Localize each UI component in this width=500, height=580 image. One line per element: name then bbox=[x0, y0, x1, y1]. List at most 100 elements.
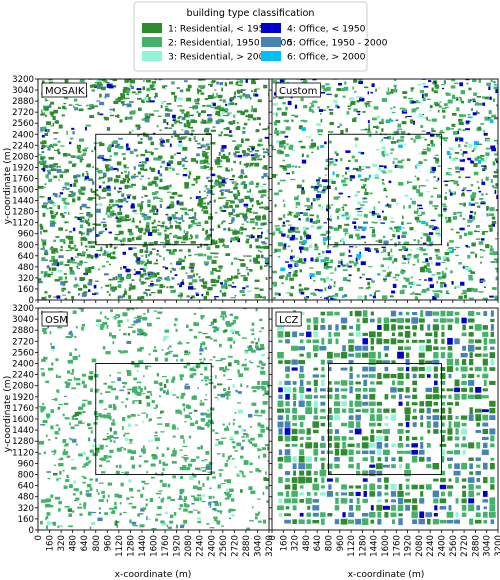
building bbox=[397, 351, 404, 359]
building bbox=[98, 231, 103, 234]
building bbox=[362, 221, 368, 224]
building bbox=[286, 292, 291, 294]
building bbox=[358, 80, 363, 85]
building bbox=[447, 457, 453, 461]
building bbox=[149, 166, 152, 170]
building bbox=[203, 210, 209, 214]
building bbox=[324, 141, 327, 145]
building bbox=[344, 81, 347, 85]
building bbox=[346, 263, 349, 268]
building bbox=[167, 483, 171, 488]
building bbox=[139, 220, 142, 224]
building bbox=[370, 381, 375, 385]
building bbox=[434, 248, 440, 252]
building bbox=[174, 134, 180, 138]
building bbox=[96, 79, 100, 82]
building bbox=[245, 138, 250, 142]
building bbox=[243, 460, 249, 464]
building bbox=[250, 180, 254, 183]
building bbox=[190, 458, 196, 462]
building bbox=[98, 195, 101, 200]
building bbox=[108, 455, 112, 458]
building bbox=[363, 484, 368, 490]
building bbox=[243, 308, 247, 310]
building bbox=[491, 147, 497, 152]
building bbox=[435, 251, 440, 253]
building bbox=[456, 98, 459, 101]
building bbox=[489, 295, 494, 298]
building bbox=[313, 400, 318, 407]
building bbox=[232, 114, 237, 116]
building bbox=[254, 338, 256, 340]
building bbox=[179, 226, 182, 231]
building bbox=[443, 137, 449, 140]
building bbox=[200, 202, 206, 205]
building bbox=[320, 311, 326, 316]
building bbox=[204, 127, 210, 131]
building bbox=[103, 250, 107, 253]
building bbox=[224, 427, 230, 431]
building bbox=[265, 277, 268, 280]
building bbox=[390, 318, 397, 323]
building bbox=[73, 175, 78, 179]
x-tick-label: 1280 bbox=[126, 535, 136, 557]
building bbox=[189, 114, 195, 117]
building bbox=[208, 169, 214, 171]
building bbox=[102, 218, 106, 220]
building bbox=[203, 84, 206, 89]
building bbox=[128, 479, 132, 483]
building bbox=[282, 246, 287, 250]
building bbox=[491, 223, 495, 227]
building bbox=[172, 216, 178, 220]
building bbox=[375, 250, 379, 253]
building bbox=[362, 345, 369, 351]
building bbox=[220, 512, 222, 515]
building bbox=[465, 176, 471, 178]
building bbox=[241, 138, 244, 141]
building bbox=[426, 415, 431, 420]
building bbox=[86, 211, 91, 215]
building bbox=[180, 395, 184, 399]
building bbox=[90, 430, 93, 434]
building bbox=[425, 400, 433, 407]
building-footprints bbox=[272, 79, 498, 300]
building bbox=[204, 185, 208, 188]
building bbox=[315, 271, 321, 276]
building bbox=[314, 387, 318, 393]
building bbox=[306, 331, 312, 338]
building bbox=[174, 240, 179, 244]
building bbox=[478, 102, 483, 106]
building bbox=[55, 262, 60, 267]
building bbox=[462, 129, 466, 132]
building bbox=[306, 318, 311, 323]
building bbox=[333, 285, 336, 288]
building bbox=[222, 245, 225, 247]
building bbox=[362, 470, 369, 476]
building bbox=[177, 105, 183, 107]
building bbox=[127, 415, 131, 419]
building bbox=[100, 447, 103, 450]
building bbox=[391, 324, 396, 331]
building bbox=[334, 159, 338, 162]
building bbox=[197, 387, 199, 390]
building bbox=[130, 456, 135, 460]
building bbox=[468, 274, 473, 278]
building bbox=[86, 214, 90, 217]
building bbox=[171, 426, 177, 430]
building bbox=[243, 203, 249, 207]
building bbox=[284, 154, 290, 157]
building bbox=[205, 166, 210, 168]
building bbox=[420, 236, 423, 239]
building bbox=[405, 366, 410, 372]
building bbox=[60, 145, 65, 147]
building bbox=[362, 374, 369, 378]
building bbox=[64, 212, 67, 214]
building bbox=[211, 259, 217, 264]
building bbox=[247, 347, 254, 351]
building bbox=[73, 284, 77, 288]
building bbox=[98, 512, 101, 514]
building bbox=[114, 506, 118, 510]
building bbox=[179, 449, 183, 451]
building bbox=[398, 483, 403, 491]
building bbox=[137, 164, 143, 167]
